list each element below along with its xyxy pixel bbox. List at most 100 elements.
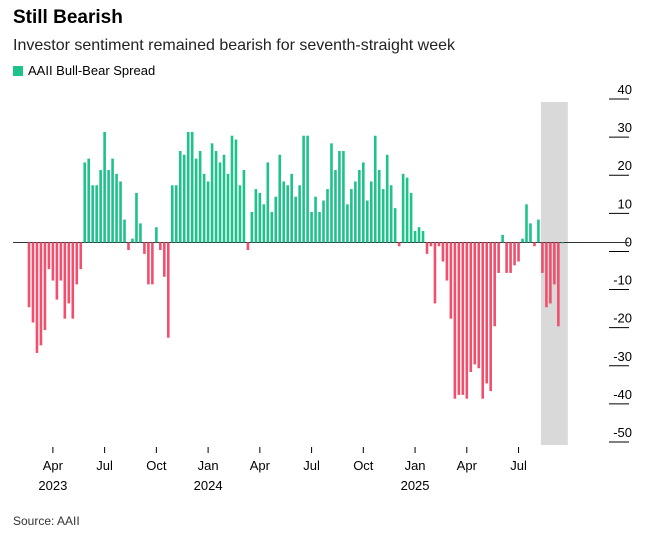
y-tick-label: 20 bbox=[618, 158, 632, 173]
bar bbox=[103, 131, 106, 243]
bar bbox=[553, 242, 556, 285]
bar bbox=[202, 173, 206, 243]
bar bbox=[306, 135, 309, 243]
bar bbox=[218, 162, 222, 243]
bar bbox=[87, 158, 90, 243]
bar bbox=[381, 189, 385, 243]
bar bbox=[525, 204, 528, 243]
bar bbox=[135, 192, 138, 243]
bar bbox=[405, 177, 409, 243]
bar bbox=[55, 242, 59, 300]
bar bbox=[377, 170, 381, 243]
x-tick-label: Apr bbox=[43, 458, 64, 473]
bar bbox=[111, 158, 114, 243]
bar bbox=[441, 242, 445, 262]
y-tick-label: -10 bbox=[613, 273, 632, 288]
legend: AAII Bull-Bear Spread bbox=[13, 63, 155, 78]
bar bbox=[385, 154, 389, 243]
legend-swatch bbox=[13, 65, 23, 76]
bar bbox=[541, 242, 544, 273]
bar bbox=[206, 181, 210, 243]
bar bbox=[107, 170, 110, 243]
bar bbox=[421, 231, 425, 243]
bar bbox=[174, 185, 178, 243]
bar bbox=[230, 135, 234, 243]
bar bbox=[290, 173, 293, 243]
bar bbox=[461, 242, 465, 395]
bar bbox=[501, 234, 504, 243]
bar bbox=[167, 242, 170, 338]
bar bbox=[47, 242, 51, 270]
bar bbox=[449, 242, 453, 319]
bar bbox=[242, 170, 246, 243]
bar bbox=[413, 231, 417, 243]
bar bbox=[453, 242, 457, 399]
bar bbox=[266, 162, 270, 243]
bar bbox=[489, 242, 492, 392]
bar bbox=[67, 242, 71, 304]
bar bbox=[131, 238, 134, 243]
bar bbox=[186, 131, 190, 243]
x-year-label: 2024 bbox=[194, 478, 223, 493]
bar bbox=[159, 242, 162, 251]
bar bbox=[254, 189, 258, 243]
bar bbox=[75, 242, 79, 285]
bar bbox=[493, 242, 496, 327]
bar bbox=[258, 192, 262, 243]
bar bbox=[346, 204, 349, 243]
bar bbox=[354, 181, 357, 243]
bar bbox=[342, 150, 345, 243]
bar bbox=[147, 242, 150, 285]
bar bbox=[99, 170, 102, 243]
bar bbox=[326, 189, 329, 243]
bar bbox=[529, 223, 532, 243]
x-tick-label: Apr bbox=[250, 458, 271, 473]
x-tick-label: Apr bbox=[457, 458, 478, 473]
bar bbox=[358, 170, 361, 243]
bar bbox=[115, 173, 118, 243]
bar bbox=[63, 242, 67, 319]
bar bbox=[373, 135, 377, 243]
bar bbox=[27, 242, 31, 308]
bar bbox=[457, 242, 461, 395]
y-tick-label: -40 bbox=[613, 387, 632, 402]
bar bbox=[465, 242, 469, 399]
bar bbox=[362, 162, 365, 243]
bar bbox=[123, 219, 126, 243]
bar bbox=[437, 242, 441, 247]
bar bbox=[190, 131, 194, 243]
bar bbox=[517, 242, 520, 262]
bar bbox=[433, 242, 437, 304]
bar bbox=[286, 185, 289, 243]
bar bbox=[481, 242, 485, 399]
bar bbox=[71, 242, 75, 319]
bar bbox=[143, 242, 146, 254]
bar bbox=[401, 173, 405, 243]
bar bbox=[294, 196, 297, 243]
bar bbox=[282, 181, 286, 243]
source-note: Source: AAII bbox=[13, 514, 80, 528]
bar bbox=[417, 227, 421, 243]
bar bbox=[95, 185, 98, 243]
bar bbox=[83, 162, 87, 243]
bar bbox=[425, 242, 429, 254]
bar bbox=[246, 242, 250, 251]
bar bbox=[366, 200, 369, 243]
bar bbox=[262, 204, 266, 243]
bar bbox=[513, 242, 516, 266]
bar bbox=[509, 242, 512, 273]
bar bbox=[31, 242, 35, 323]
bar bbox=[151, 242, 154, 285]
bar bbox=[35, 242, 39, 353]
bar bbox=[549, 242, 552, 304]
bar bbox=[322, 200, 325, 243]
bar bbox=[170, 185, 174, 243]
bar bbox=[473, 242, 477, 365]
y-tick-label: 30 bbox=[618, 120, 632, 135]
bar bbox=[330, 143, 333, 243]
bar bbox=[250, 211, 254, 243]
bar bbox=[274, 196, 278, 243]
x-tick-label: Jan bbox=[198, 458, 219, 473]
bar bbox=[298, 185, 301, 243]
y-tick-label: -50 bbox=[613, 425, 632, 440]
